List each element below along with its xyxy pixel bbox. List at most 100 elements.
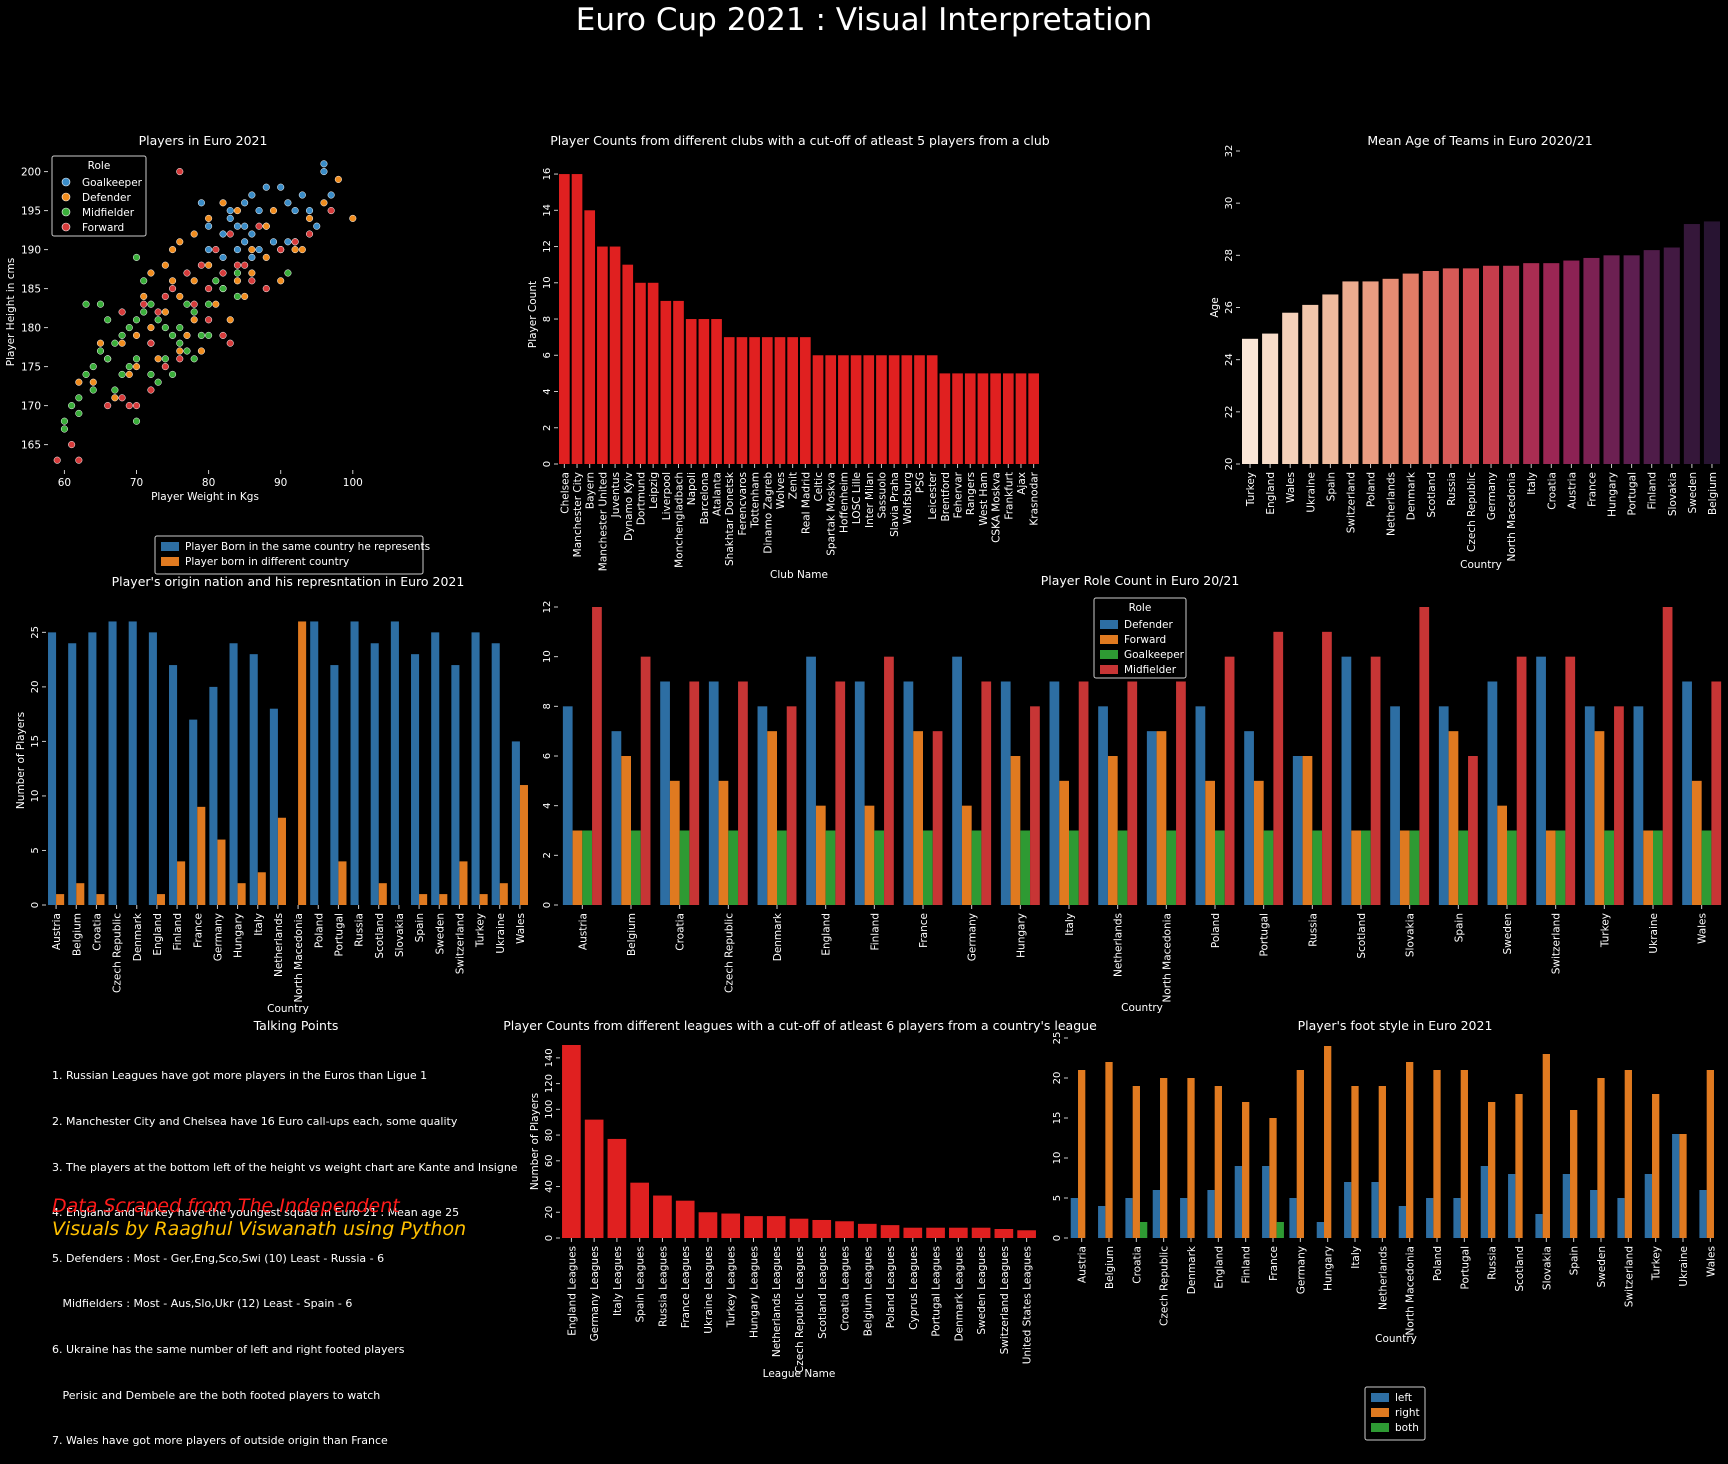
bar-forward (961, 805, 972, 905)
y-tick-label: 80 (544, 1129, 555, 1142)
bar-right (1242, 1102, 1250, 1238)
legend-marker (61, 177, 71, 187)
bar-defender (1341, 656, 1352, 905)
point-defender (334, 175, 342, 183)
x-tick-label: France (1586, 472, 1598, 507)
x-tick-label: Switzerland (1551, 913, 1563, 974)
bar-forward (1253, 780, 1264, 905)
bar-value (825, 355, 837, 464)
bar-midfielder (1176, 681, 1186, 905)
point-goalkeeper (298, 191, 306, 199)
x-tick-label: England Leagues (566, 1246, 578, 1336)
bar-right (1570, 1110, 1578, 1238)
bar-forward (669, 780, 680, 905)
x-tick-label: Napoli (686, 472, 698, 505)
bar-value (1603, 255, 1620, 464)
point-defender (248, 246, 256, 254)
bar-player-born-in-the-same- (310, 621, 319, 905)
legend-swatch (161, 557, 179, 566)
bar-left (1207, 1190, 1215, 1238)
x-tick-label: Ferencvaros (737, 472, 749, 536)
point-defender (132, 363, 141, 371)
x-tick-label: Netherlands (273, 913, 285, 977)
talking-point: 4. England and Turkey have the youngest … (52, 1206, 460, 1220)
x-axis-label: Country (1460, 559, 1502, 571)
x-tick-label: Sweden (1502, 913, 1514, 955)
page-title: Euro Cup 2021 : Visual Interpretation (575, 2, 1153, 38)
y-tick-label: 12 (542, 240, 553, 253)
bar-left (1344, 1182, 1352, 1238)
x-tick-label: Austria (51, 913, 63, 950)
bar-defender (1049, 681, 1060, 905)
y-tick-label: 20 (544, 1206, 555, 1219)
bar-value (1282, 312, 1299, 464)
point-forward (161, 363, 169, 371)
bar-forward (1691, 780, 1702, 905)
x-tick-label: Turkey (1599, 913, 1611, 948)
bar-left (1371, 1182, 1379, 1238)
x-tick-label: Juventus (610, 472, 622, 518)
chart-role-count: Player Role Count in Euro 20/21 0 2 4 6 8 10 12… (542, 573, 1722, 1014)
bar-forward (621, 756, 631, 905)
x-tick-label: Czech Republic Leagues (794, 1246, 806, 1373)
bar-goalkeeper (1263, 830, 1274, 905)
point-defender (233, 277, 241, 285)
x-tick-label: Slovakia (394, 913, 406, 957)
point-midfielder (197, 331, 205, 339)
point-midfielder (68, 402, 76, 410)
bar-player-born-in-different (479, 894, 488, 905)
point-midfielder (118, 370, 126, 378)
bar-midfielder (1662, 607, 1673, 905)
x-tick-label: Poland (1210, 913, 1222, 948)
point-midfielder (132, 355, 141, 363)
point-midfielder (140, 308, 148, 316)
bar-player-born-in-the-same- (88, 632, 97, 905)
bar-midfielder (1614, 706, 1624, 905)
credit-author: Visuals by Raaghul Viswanath using Pytho… (52, 1218, 467, 1240)
bar-value (1017, 1230, 1036, 1238)
x-tick-label: United States Leagues (1022, 1246, 1034, 1364)
bar-left (1398, 1206, 1407, 1238)
x-tick-label: Austria (577, 913, 589, 950)
point-midfielder (233, 292, 241, 300)
y-tick-label: 6 (542, 352, 553, 358)
bar-goalkeeper (1020, 830, 1031, 905)
x-tick-label: Portugal (1627, 472, 1639, 516)
point-defender (118, 339, 126, 347)
point-midfielder (169, 370, 177, 378)
chart-title: Player Role Count in Euro 20/21 (1041, 573, 1240, 588)
point-midfielder (104, 355, 112, 363)
x-tick-label: Croatia (1131, 1246, 1143, 1284)
y-axis-label: Player Count (527, 281, 539, 348)
bar-value (964, 373, 976, 464)
bar-right (1515, 1094, 1523, 1238)
bar-midfielder (1322, 631, 1332, 905)
chart-title: Player Counts from different clubs with … (550, 133, 1050, 148)
chart-title: Players in Euro 2021 (139, 133, 268, 148)
y-axis-label: Number of Players (529, 1093, 541, 1190)
y-tick-label: 6 (542, 753, 553, 759)
x-tick-label: Tottenham (750, 472, 762, 529)
bar-value (711, 319, 722, 464)
y-tick-label: 40 (544, 1180, 555, 1193)
bar-goalkeeper (1215, 830, 1225, 905)
point-goalkeeper (241, 238, 249, 246)
legend-swatch (1100, 620, 1118, 629)
x-tick-label: Croatia (1546, 472, 1558, 510)
point-midfielder (75, 409, 83, 417)
bar-value (1442, 268, 1459, 464)
bar-midfielder (1127, 681, 1138, 905)
bar-value (647, 282, 659, 464)
point-goalkeeper (248, 230, 256, 238)
bar-midfielder (1711, 681, 1722, 905)
legend-label: left (1395, 1392, 1412, 1404)
bar-left (1508, 1174, 1516, 1238)
y-tick-label: 4 (542, 388, 553, 394)
x-tick-label: Belgium (1104, 1246, 1116, 1289)
legend-marker (61, 192, 71, 202)
bar-defender (1584, 706, 1595, 905)
point-midfielder (161, 355, 169, 363)
chart-club-counts: Player Counts from different clubs with … (527, 133, 1050, 581)
bar-value (787, 337, 798, 464)
y-tick-label: 10 (30, 790, 41, 803)
